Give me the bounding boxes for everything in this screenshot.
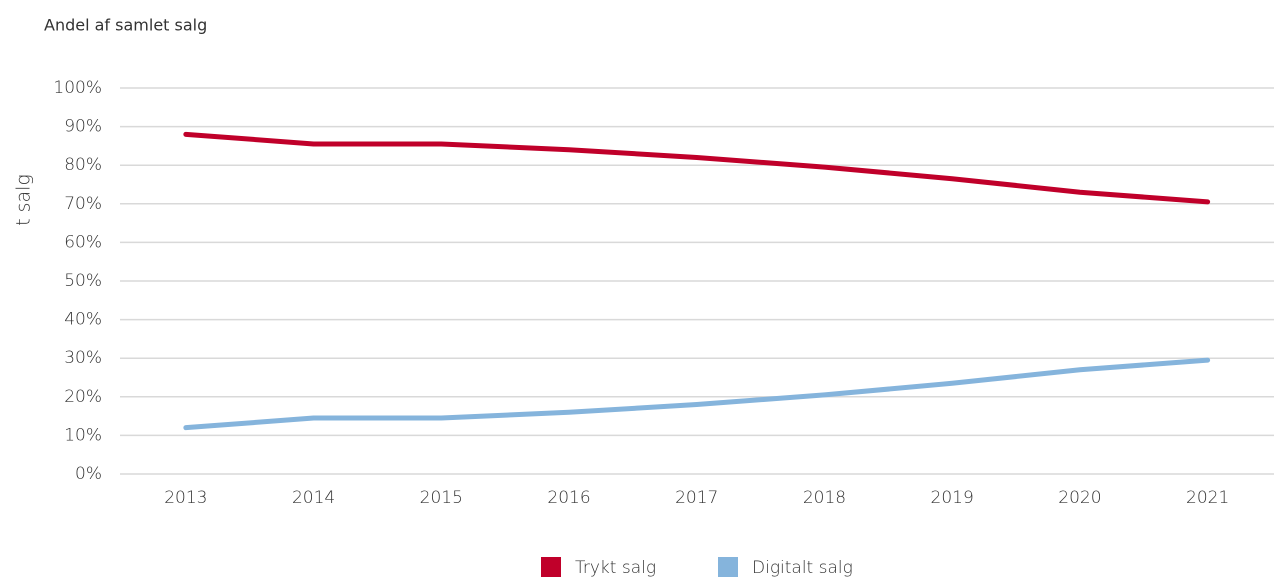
y-tick-label: 60% xyxy=(64,232,102,252)
y-tick-label: 50% xyxy=(64,271,102,291)
y-tick-label: 30% xyxy=(64,348,102,368)
y-tick-label: 20% xyxy=(64,387,102,407)
y-tick-label: 40% xyxy=(64,310,102,330)
y-tick-label: 70% xyxy=(64,194,102,214)
legend-label: Digitalt salg xyxy=(752,558,853,578)
x-tick-label: 2017 xyxy=(675,488,718,508)
chart-title: Andel af samlet salg xyxy=(44,16,207,35)
legend-swatch xyxy=(718,557,738,577)
y-tick-label: 10% xyxy=(64,425,102,445)
y-tick-label: 100% xyxy=(53,78,102,98)
x-tick-label: 2016 xyxy=(547,488,590,508)
y-axis-label: t salg xyxy=(13,174,35,226)
y-tick-label: 0% xyxy=(75,464,102,484)
y-tick-label: 90% xyxy=(64,117,102,137)
x-tick-label: 2020 xyxy=(1058,488,1101,508)
y-tick-label: 80% xyxy=(64,155,102,175)
x-tick-label: 2019 xyxy=(931,488,974,508)
x-tick-label: 2014 xyxy=(292,488,335,508)
x-tick-label: 2021 xyxy=(1186,488,1229,508)
x-tick-label: 2013 xyxy=(164,488,207,508)
line-series xyxy=(183,131,1211,205)
legend-swatch xyxy=(541,557,561,577)
x-tick-label: 2018 xyxy=(803,488,846,508)
legend-label: Trykt salg xyxy=(575,558,656,578)
x-tick-label: 2015 xyxy=(420,488,463,508)
line-series xyxy=(183,357,1211,431)
